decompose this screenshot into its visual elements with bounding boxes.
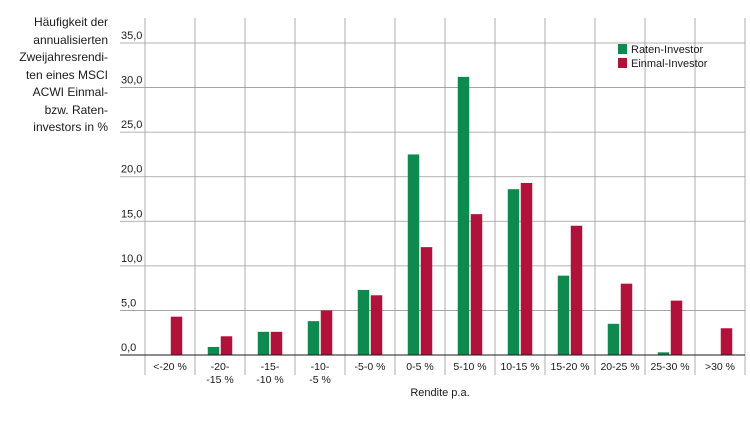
y-tick-label: 10,0: [121, 253, 142, 265]
grid: [120, 18, 746, 375]
y-axis-label: Häufigkeit der annualisierten Zweijahres…: [8, 14, 108, 137]
bar-raten-investor: [507, 189, 520, 355]
bar-einmal-investor: [370, 295, 383, 355]
legend-label: Raten-Investor: [631, 44, 703, 56]
y-tick-label: 35,0: [121, 30, 142, 42]
y-axis-label-line: bzw. Raten-: [44, 102, 108, 117]
y-tick-label: 30,0: [121, 75, 142, 87]
y-tick-label: 15,0: [121, 208, 142, 220]
y-tick-label: 0,0: [121, 342, 136, 354]
x-tick-label: 10-15 %: [500, 361, 539, 373]
legend: Raten-Investor Einmal-Investor: [618, 44, 708, 70]
x-tick-label: <-20 %: [153, 361, 187, 373]
bar-einmal-investor: [670, 300, 683, 355]
x-tick-label: 5-10 %: [453, 361, 486, 373]
bar-raten-investor: [257, 331, 270, 355]
bar-einmal-investor: [470, 214, 483, 355]
bar-einmal-investor: [520, 182, 533, 355]
legend-label: Einmal-Investor: [631, 58, 708, 70]
y-axis-label-line: annualisierten: [33, 32, 108, 47]
bar-einmal-investor: [220, 336, 233, 355]
x-tick-label: -10 %: [256, 374, 283, 386]
y-axis-label-line: Zweijahresrendi-: [19, 50, 108, 64]
x-tick-label: -5 %: [309, 374, 331, 386]
x-tick-label: -10-: [311, 361, 330, 373]
bar-raten-investor: [657, 352, 670, 355]
x-tick-label: -5-0 %: [355, 361, 386, 373]
bars: [170, 76, 733, 356]
x-tick-label: -15 %: [206, 374, 233, 386]
bar-einmal-investor: [720, 328, 733, 355]
bar-raten-investor: [557, 275, 570, 355]
x-tick-label: 20-25 %: [600, 361, 639, 373]
y-axis-label-line: ACWI Einmal-: [32, 85, 108, 99]
y-tick-label: 20,0: [121, 164, 142, 176]
bar-einmal-investor: [170, 316, 183, 355]
x-tick-label: 0-5 %: [406, 361, 433, 373]
bar-raten-investor: [307, 321, 320, 355]
bar-einmal-investor: [270, 331, 283, 355]
axes: 0,0 5,0 10,0 15,0 20,0 25,0 30,0 35,0 <-20 % -20-…: [120, 30, 745, 386]
y-tick-label: 25,0: [121, 119, 142, 131]
y-axis-label-line: investors in %: [33, 120, 108, 134]
bar-einmal-investor: [420, 247, 433, 355]
y-axis-label-line: ten eines MSCI: [25, 67, 108, 82]
x-tick-label: -15-: [261, 361, 280, 373]
bar-einmal-investor: [570, 225, 583, 355]
x-tick-label: 25-30 %: [650, 361, 689, 373]
bar-raten-investor: [207, 346, 220, 355]
bar-einmal-investor: [620, 283, 633, 355]
x-tick-label: >30 %: [705, 361, 735, 373]
x-tick-label: -20-: [211, 361, 230, 373]
bar-raten-investor: [607, 323, 620, 355]
x-axis-label: Rendite p.a.: [410, 387, 469, 399]
y-axis-label-line: Häufigkeit der: [33, 15, 108, 29]
x-tick-label: 15-20 %: [550, 361, 589, 373]
bar-einmal-investor: [320, 310, 333, 355]
bar-raten-investor: [357, 289, 370, 355]
bar-raten-investor: [457, 76, 470, 356]
legend-swatch: [618, 58, 627, 68]
bar-raten-investor: [407, 154, 420, 355]
legend-swatch: [618, 44, 627, 54]
y-tick-label: 5,0: [121, 297, 136, 309]
